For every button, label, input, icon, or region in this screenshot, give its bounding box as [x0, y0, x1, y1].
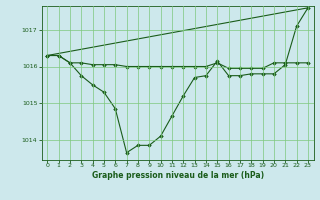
X-axis label: Graphe pression niveau de la mer (hPa): Graphe pression niveau de la mer (hPa): [92, 171, 264, 180]
